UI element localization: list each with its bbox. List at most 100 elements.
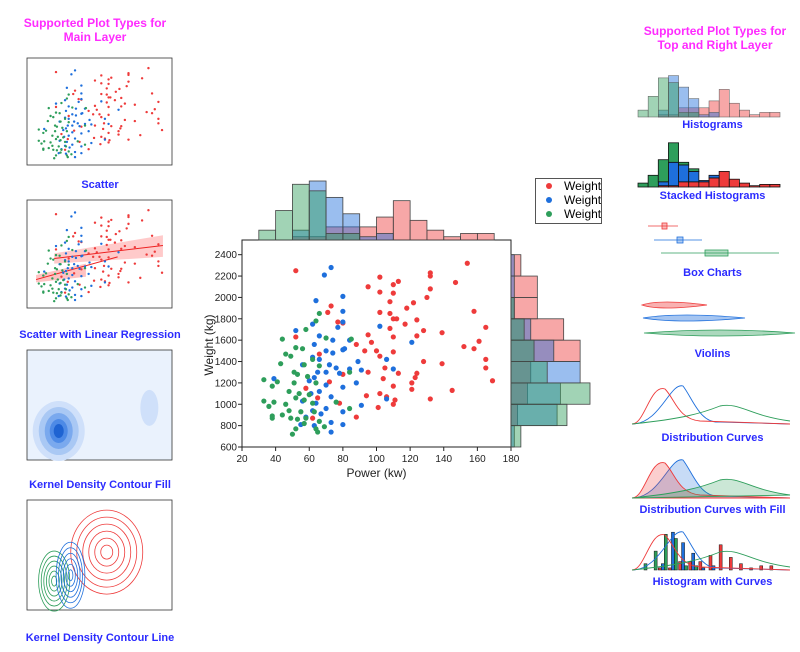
thumbnail-point [99, 285, 102, 289]
thumbnail-point [100, 100, 103, 103]
thumbnail-point [83, 122, 87, 126]
thumbnail-point [93, 247, 97, 250]
box [661, 222, 668, 230]
scatter-point [390, 290, 396, 296]
stacked-histogram-bar [749, 185, 761, 188]
thumbnail-point [95, 251, 98, 254]
thumbnail-point [70, 153, 73, 156]
right-histogram-bar [510, 382, 591, 405]
scatter-point [449, 387, 455, 393]
thumbnail-point [83, 267, 87, 270]
scatter-point [328, 394, 334, 400]
thumbnail-point [107, 113, 110, 117]
scatter-point [301, 362, 307, 368]
thumbnail-point [74, 256, 78, 260]
scatter-point [321, 424, 327, 430]
histogram-bar [637, 109, 649, 118]
caption-scatter-regression: Scatter with Linear Regression [19, 329, 181, 341]
scatter-point [483, 324, 489, 330]
thumbnail-point [46, 262, 50, 265]
legend: Weight Weight Weight [535, 178, 602, 224]
distribution-curve [631, 388, 791, 425]
thumbnail-point [63, 99, 67, 102]
thumbnail-point [57, 151, 60, 155]
thumbnail-point [59, 139, 62, 142]
legend-marker-icon [546, 197, 552, 203]
thumbnail-point [117, 130, 120, 133]
scatter-point [483, 365, 489, 371]
top-histogram-bar [342, 233, 361, 241]
thumbnail-point [67, 117, 70, 121]
thumbnail-point [78, 283, 81, 286]
thumbnail-point [95, 108, 98, 112]
thumbnail-point [98, 255, 101, 259]
thumbnail-point [71, 273, 74, 277]
thumbnail-point [147, 209, 150, 212]
thumbnail-point [117, 133, 120, 136]
y-tick-label: 1400 [215, 357, 238, 368]
scatter-point [323, 369, 329, 375]
kde-contour-line [58, 547, 83, 604]
scatter-point [328, 264, 334, 271]
scatter-point [452, 279, 459, 286]
scatter-point [395, 370, 401, 376]
scatter-point [321, 272, 327, 278]
scatter-point [261, 398, 267, 404]
thumbnail-point [51, 287, 54, 290]
thumbnail-point [73, 150, 77, 154]
thumbnail-point [100, 278, 103, 281]
x-axis-label: Power (kw) [346, 466, 406, 480]
thumbnail-point [113, 241, 117, 244]
scatter-point [377, 289, 383, 295]
thumbnail-point [47, 146, 50, 150]
thumbnail-point [120, 267, 123, 270]
scatter-point [310, 415, 316, 421]
thumbnail-point [105, 235, 108, 239]
thumbnail-point [80, 132, 83, 135]
thumbnail-point [54, 280, 58, 284]
thumbnail-point [110, 76, 113, 79]
thumbnail-point [73, 69, 77, 72]
thumbnail-point [54, 154, 58, 157]
thumbnail-point [47, 289, 50, 293]
stacked-histogram-bar [698, 181, 710, 188]
right-histogram-bar [510, 403, 568, 427]
scatter-point [271, 376, 277, 382]
scatter-point [382, 365, 388, 371]
thumbnail-point [66, 155, 69, 159]
caption-distribution-curves-fill: Distribution Curves with Fill [639, 504, 786, 516]
thumbnail-point [55, 149, 59, 152]
kde-contour-line [51, 575, 58, 587]
thumbnail-point [119, 127, 122, 130]
scatter-point [328, 429, 334, 435]
thumbnail-point [83, 143, 87, 146]
histogram-curve-bar [688, 561, 692, 571]
thumbnail-point [63, 117, 67, 121]
thumbnail-point [65, 239, 69, 243]
thumbnail-point [49, 284, 52, 287]
scatter-point [286, 388, 292, 395]
histogram-curve-bar [691, 552, 695, 571]
thumbnail-point [67, 150, 70, 153]
scatter-point [420, 358, 427, 365]
thumbnail-point [59, 120, 62, 123]
stacked-histogram-bar [759, 183, 771, 188]
thumbnail-point [67, 293, 70, 296]
scatter-point [333, 365, 339, 371]
thumbnail-point [87, 272, 90, 276]
right-histogram-bar [510, 297, 538, 320]
thumbnail-point [54, 213, 58, 216]
thumbnail-point [107, 256, 110, 259]
thumbnail-point [120, 124, 123, 128]
thumbnail-point [72, 92, 75, 96]
thumbnail-point [80, 145, 83, 148]
thumbnail-point [100, 115, 103, 119]
kde-fill-contour [140, 389, 159, 426]
thumbnail-point [74, 114, 78, 117]
scatter-point [326, 362, 333, 368]
histogram-bar [668, 82, 679, 118]
thumbnail-point [71, 143, 74, 146]
top-histogram-bar [359, 236, 377, 241]
scatter-point [368, 339, 375, 345]
legend-label: Weight [564, 193, 602, 207]
